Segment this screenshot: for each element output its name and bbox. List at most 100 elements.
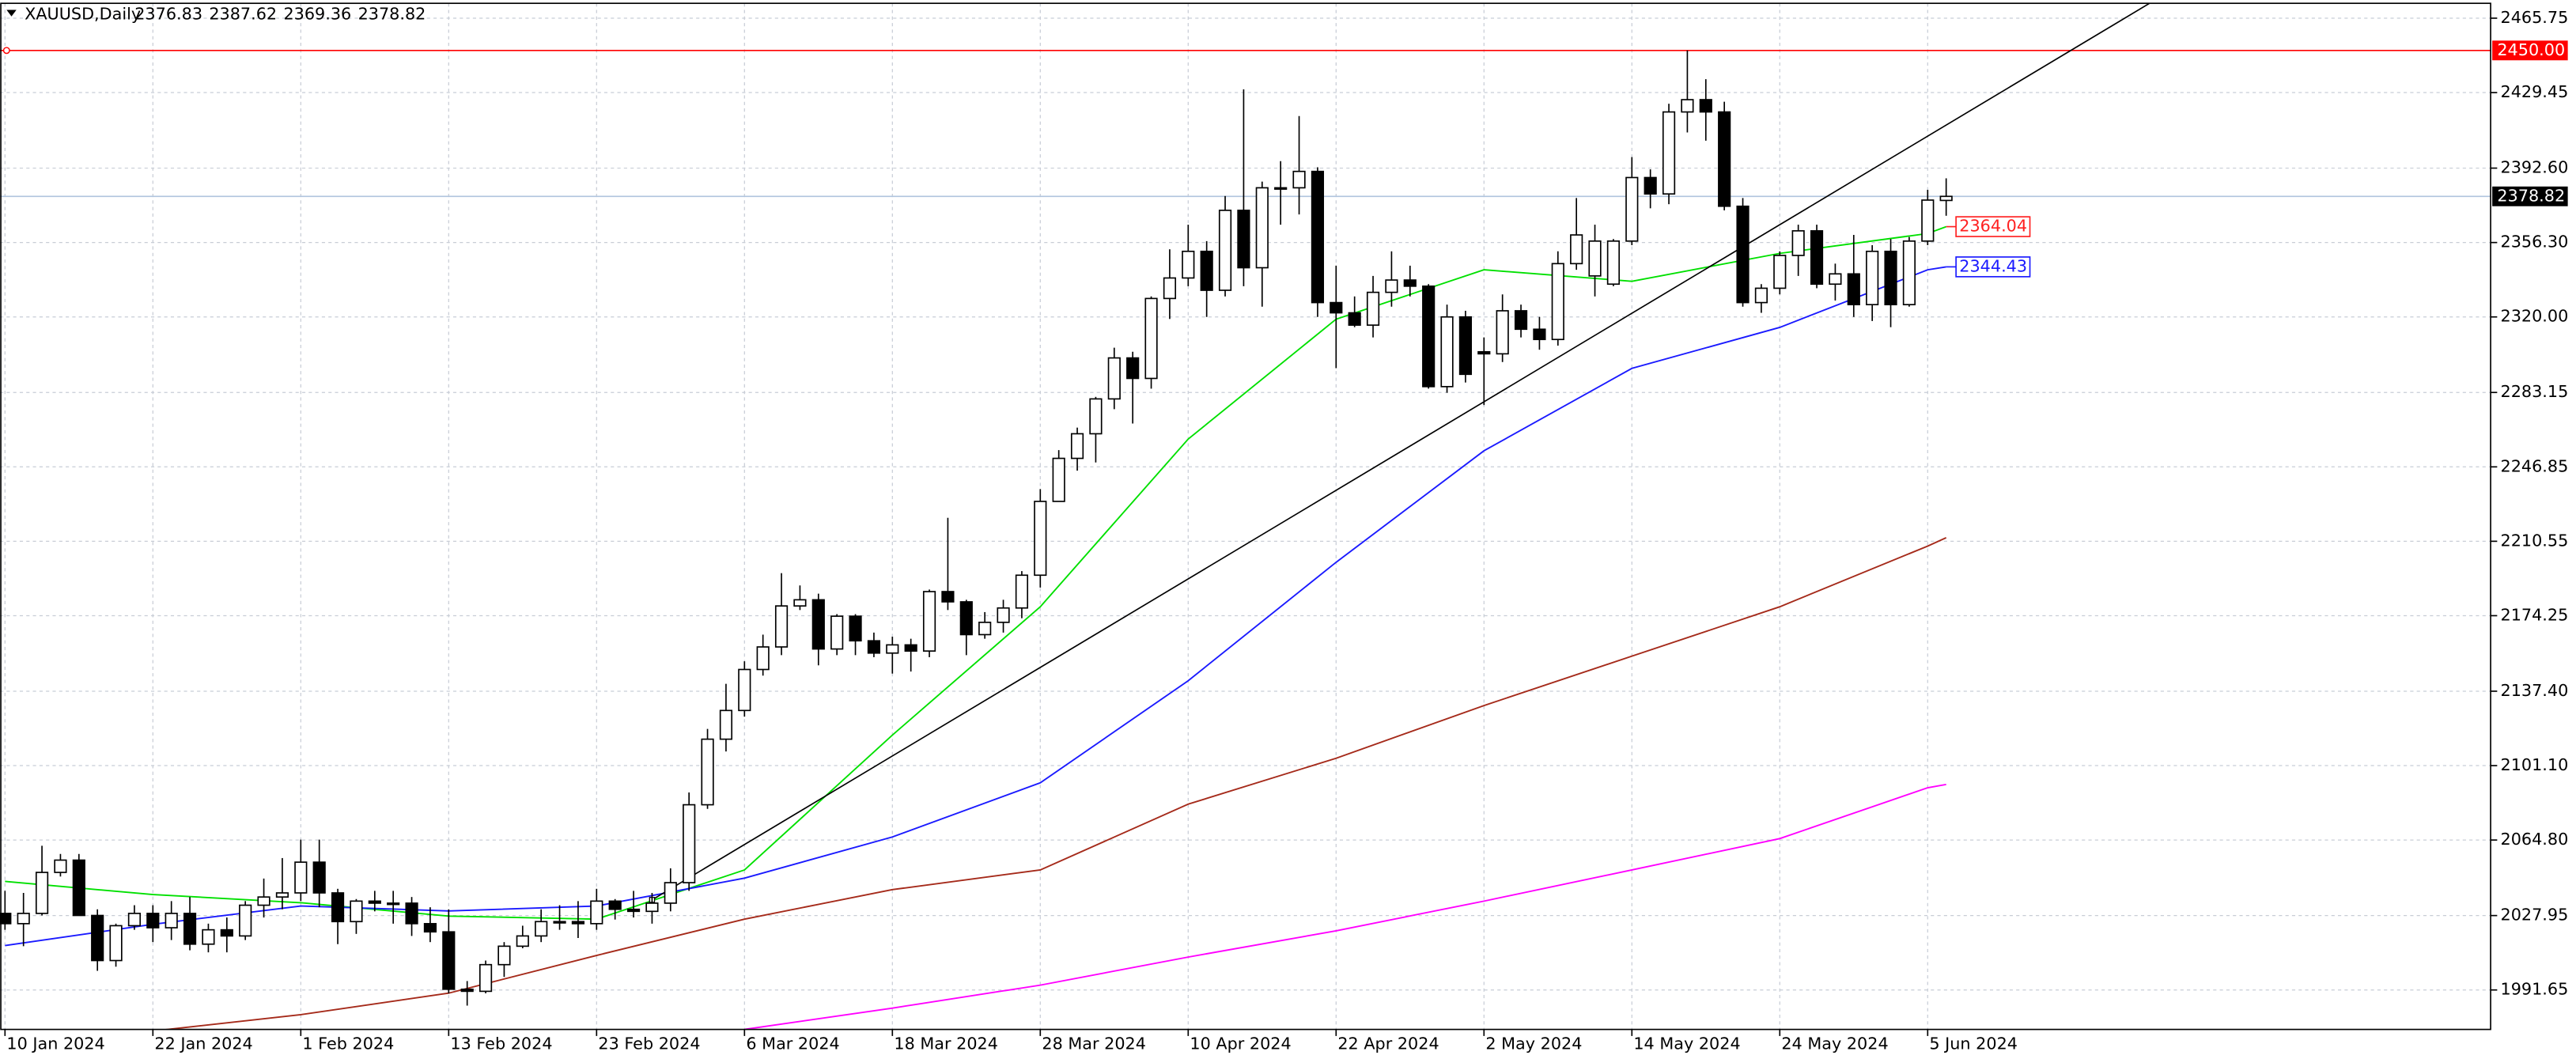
candle-body-down: [1884, 250, 1897, 306]
trendline: [652, 3, 2150, 901]
x-tick-label: 18 Mar 2024: [894, 1034, 998, 1053]
candle-body-down: [1477, 350, 1491, 355]
ohlc-close: 2378.82: [358, 5, 426, 24]
ma-tag: [1955, 216, 2031, 237]
ma-label: 2344.43: [1959, 256, 2027, 275]
x-tick-label: 2 May 2024: [1485, 1034, 1582, 1053]
candle-body-up: [645, 902, 659, 913]
candle-body-up: [275, 892, 289, 898]
candle-body-up: [1588, 240, 1602, 277]
ma-label: 2364.04: [1959, 217, 2027, 236]
candle-body-up: [1385, 279, 1398, 293]
candle-body-down: [1403, 279, 1417, 287]
y-tick-label: 2246.85: [2501, 456, 2569, 475]
x-tick-label: 24 May 2024: [1781, 1034, 1888, 1053]
axes: 1991.65 2027.95 2064.80 2101.10 2137.40 2174.…: [4, 8, 2569, 1053]
candle-body-down: [72, 859, 85, 917]
candle-body-down: [959, 601, 973, 636]
candle-body-up: [294, 861, 308, 894]
candle-body-up: [1866, 250, 1879, 306]
y-tick-label: 2320.00: [2501, 307, 2569, 326]
bid-label: 2378.82: [2497, 186, 2565, 205]
y-tick-label: 2064.80: [2501, 830, 2569, 849]
candle-body-up: [1107, 357, 1121, 400]
candle-body-down: [1237, 210, 1250, 269]
candle-body-up: [109, 925, 123, 962]
y-tick-label: 2429.45: [2501, 82, 2569, 101]
y-tick-label: 2137.40: [2501, 681, 2569, 700]
candle-body-down: [1847, 273, 1860, 306]
candle-body-down: [460, 988, 474, 993]
symbol-title: XAUUSD,Daily: [25, 5, 141, 24]
ohlc-high: 2387.62: [209, 5, 277, 24]
candle-body-down: [183, 913, 197, 945]
y-tick-label: 2356.30: [2501, 233, 2569, 252]
candle-body-up: [516, 935, 529, 947]
candle-body-up: [701, 738, 714, 806]
y-tick-label: 1991.65: [2501, 980, 2569, 999]
candle-body-up: [997, 607, 1010, 623]
candle-body-down: [1458, 316, 1473, 376]
candle-body-down: [1699, 99, 1712, 113]
candle-body-up: [886, 644, 899, 654]
candle-body-down: [0, 913, 12, 925]
plot-border: [0, 2, 2491, 1031]
ohlc-values: 2376.83 2387.62 2369.36 2378.82: [134, 5, 426, 24]
candle-body-up: [830, 615, 844, 650]
candle-body-up: [1292, 170, 1306, 189]
candle-body-up: [497, 945, 511, 966]
y-tick-label: 2174.25: [2501, 605, 2569, 624]
bid-tag: [2492, 186, 2568, 206]
plot-area: [0, 3, 2491, 1030]
candle-body-up: [1625, 176, 1639, 242]
candle-body-down: [941, 591, 955, 603]
candle-body-up: [590, 900, 603, 925]
candle-body-up: [239, 904, 252, 937]
candle-body-up: [1089, 398, 1103, 435]
candle-body-down: [811, 599, 825, 650]
moving-average: [744, 783, 1946, 1030]
candle-body-down: [91, 914, 104, 962]
y-tick-label: 2210.55: [2501, 531, 2569, 550]
candle-body-up: [1496, 310, 1509, 355]
candle-body-up: [1939, 195, 1953, 202]
candle-body-up: [127, 913, 142, 927]
moving-average: [161, 536, 1947, 1030]
candle-body-up: [479, 963, 493, 993]
price-line-handle: [2, 47, 10, 55]
candle-body-up: [664, 882, 677, 904]
menu-icon[interactable]: [6, 9, 17, 17]
x-tick-label: 1 Feb 2024: [302, 1034, 394, 1053]
x-tick-label: 22 Apr 2024: [1337, 1034, 1439, 1053]
candle-body-up: [1255, 187, 1269, 269]
candle-body-up: [1052, 457, 1065, 502]
candle-body-up: [553, 921, 566, 924]
candle-body-up: [1791, 230, 1805, 256]
candle-body-down: [1736, 205, 1749, 304]
candle-body-down: [1810, 230, 1824, 286]
candle-body-down: [626, 908, 641, 913]
candle-body-down: [312, 861, 326, 894]
candle-body-up: [683, 804, 696, 883]
candle-body-up: [1754, 287, 1768, 304]
candle-body-up: [202, 929, 215, 945]
x-tick-label: 28 Mar 2024: [1042, 1034, 1146, 1053]
x-tick-label: 23 Feb 2024: [598, 1034, 700, 1053]
ma-tag: [1955, 256, 2031, 278]
candle-body-up: [1034, 501, 1047, 577]
candle-body-down: [867, 640, 881, 654]
candle-body-up: [774, 605, 789, 648]
x-tick-label: 10 Jan 2024: [6, 1034, 104, 1053]
y-tick-label: 2392.60: [2501, 158, 2569, 177]
candle-body-up: [1182, 250, 1195, 279]
price-line-tag: [2492, 40, 2568, 61]
candle-body-down: [146, 913, 160, 929]
candle-body-up: [922, 591, 936, 652]
candle-body-down: [608, 900, 622, 910]
candle-body-up: [1274, 187, 1288, 190]
candle-body-up: [535, 921, 548, 937]
candle-body-up: [1773, 255, 1787, 289]
candle-body-up: [257, 896, 270, 906]
